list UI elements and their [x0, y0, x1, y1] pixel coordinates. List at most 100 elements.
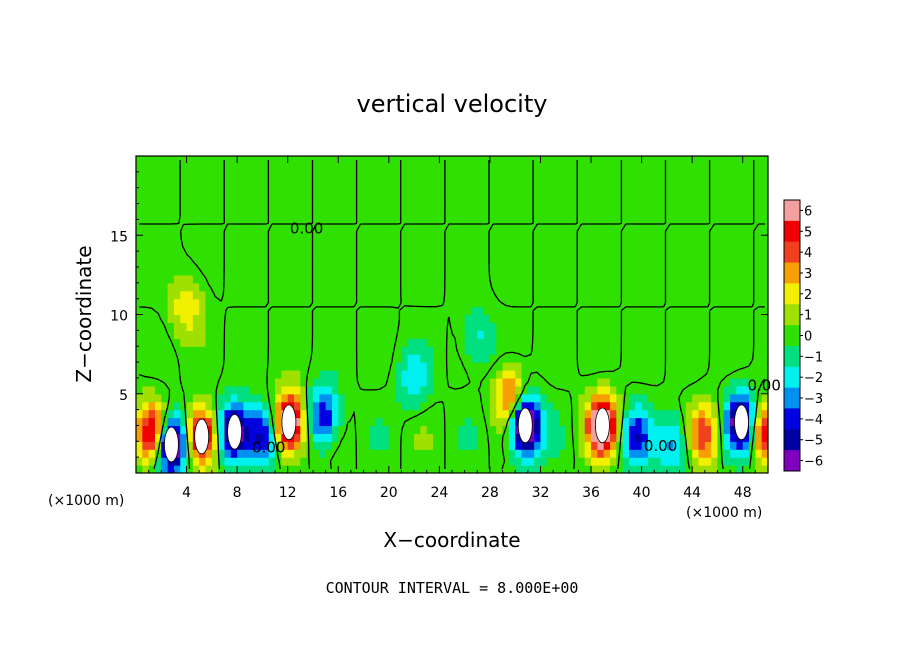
heatmap-cell [755, 354, 763, 363]
heatmap-cell [331, 354, 339, 363]
heatmap-cell [338, 266, 346, 276]
heatmap-cell [426, 449, 434, 458]
heatmap-cell [439, 369, 447, 379]
heatmap-cell [502, 290, 510, 300]
heatmap-cell [167, 171, 175, 181]
heatmap-cell [186, 354, 194, 363]
heatmap-cell [641, 354, 649, 363]
heatmap-cell [508, 425, 516, 434]
heatmap-cell [717, 330, 725, 339]
heatmap-cell [742, 338, 750, 347]
heatmap-cell [420, 227, 428, 236]
heatmap-cell [458, 211, 466, 221]
heatmap-cell [452, 362, 459, 371]
heatmap-cell [294, 259, 301, 268]
heatmap-cell [717, 266, 725, 276]
heatmap-cell [180, 156, 188, 165]
heatmap-cell [331, 322, 339, 331]
heatmap-cell [628, 227, 636, 236]
heatmap-cell [464, 425, 472, 434]
heatmap-cell [414, 409, 421, 419]
heatmap-cell [685, 409, 693, 419]
heatmap-cell [717, 274, 725, 284]
heatmap-cell [717, 457, 725, 466]
heatmap-cell [591, 449, 598, 458]
heatmap-cell [742, 330, 750, 339]
heatmap-cell [749, 457, 756, 466]
heatmap-cell [300, 425, 308, 434]
heatmap-cell [363, 369, 371, 379]
heatmap-cell [546, 314, 554, 324]
heatmap-cell [186, 251, 194, 260]
heatmap-cell [572, 425, 579, 434]
heatmap-cell [546, 163, 554, 173]
heatmap-cell [218, 354, 226, 363]
heatmap-cell [357, 195, 365, 205]
heatmap-cell [312, 156, 320, 165]
heatmap-cell [458, 163, 466, 173]
heatmap-cell [628, 171, 636, 181]
heatmap-cell [565, 346, 573, 355]
heatmap-cell [294, 298, 301, 308]
heatmap-cell [224, 346, 232, 355]
heatmap-cell [249, 433, 257, 442]
heatmap-cell [180, 211, 188, 221]
heatmap-cell [173, 346, 181, 355]
heatmap-cell [616, 266, 624, 276]
heatmap-cell [249, 290, 257, 300]
heatmap-cell [660, 282, 668, 292]
heatmap-cell [344, 346, 352, 355]
heatmap-cell [698, 290, 706, 300]
heatmap-cell [161, 330, 169, 339]
heatmap-cell [527, 266, 535, 276]
heatmap-cell [553, 330, 561, 339]
heatmap-cell [483, 235, 491, 244]
heatmap-cell [306, 346, 314, 355]
heatmap-cell [173, 290, 181, 300]
heatmap-cell [369, 187, 377, 197]
heatmap-cell [742, 441, 750, 450]
heatmap-cell [534, 298, 542, 308]
heatmap-cell [654, 393, 662, 403]
heatmap-cell [496, 338, 504, 347]
heatmap-cell [565, 211, 573, 221]
heatmap-cell [717, 195, 725, 205]
heatmap-cell [666, 385, 674, 395]
heatmap-cell [692, 409, 700, 419]
heatmap-cell [262, 195, 270, 205]
heatmap-cell [275, 409, 282, 419]
heatmap-cell [344, 266, 352, 276]
heatmap-cell [553, 417, 561, 427]
heatmap-cell [350, 266, 358, 276]
heatmap-cell [470, 251, 478, 260]
heatmap-cell [300, 171, 308, 181]
heatmap-cell [312, 163, 320, 173]
heatmap-cell [698, 187, 706, 197]
heatmap-cell [439, 362, 447, 371]
heatmap-cell [325, 290, 333, 300]
heatmap-cell [331, 385, 339, 395]
heatmap-cell [704, 195, 712, 205]
heatmap-cell [369, 195, 377, 205]
heatmap-cell [502, 425, 510, 434]
heatmap-cell [287, 393, 295, 403]
heatmap-cell [477, 251, 485, 260]
heatmap-cell [660, 425, 668, 434]
heatmap-cell [401, 465, 409, 473]
heatmap-cell [338, 369, 346, 379]
heatmap-cell [173, 338, 181, 347]
heatmap-cell [584, 243, 592, 252]
heatmap-cell [489, 179, 497, 189]
heatmap-cell [281, 266, 289, 276]
heatmap-cell [628, 362, 636, 371]
heatmap-cell [698, 298, 706, 308]
heatmap-cell [382, 369, 390, 379]
heatmap-cell [350, 377, 358, 387]
heatmap-cell [698, 171, 706, 181]
heatmap-cell [363, 235, 371, 244]
heatmap-cell [237, 187, 245, 197]
heatmap-cell [439, 393, 447, 403]
heatmap-cell [154, 409, 162, 419]
heatmap-cell [142, 266, 150, 276]
x-tick-label: 40 [633, 485, 651, 501]
